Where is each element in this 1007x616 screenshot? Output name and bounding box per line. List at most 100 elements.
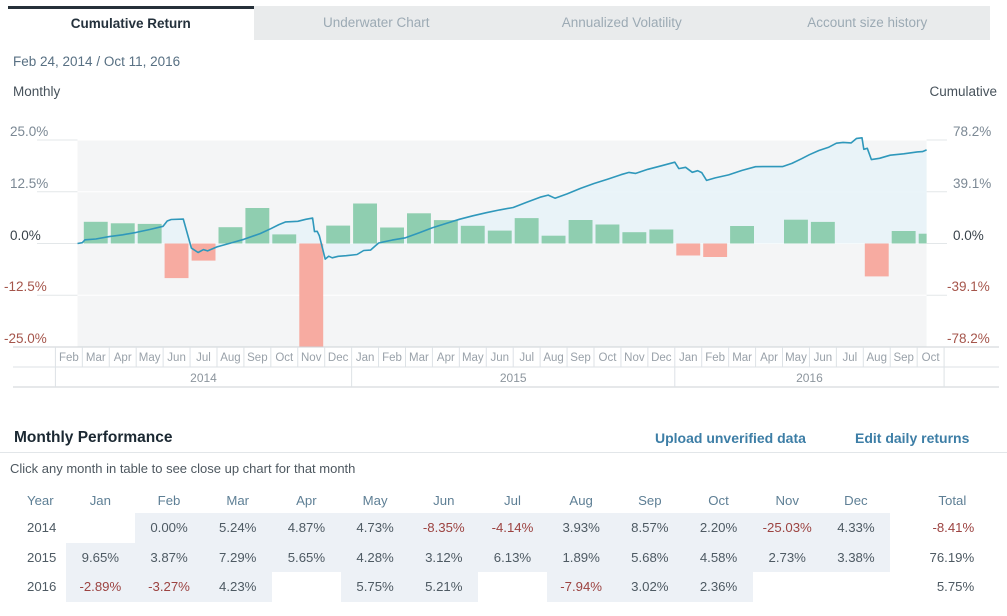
column-header-apr: Apr	[296, 492, 317, 508]
x-axis-month-label: Mar	[732, 352, 752, 364]
table-row-2016: 2016 -2.89% -3.27% 4.23% 5.75% 5.21% -7.94% 3.0…	[14, 572, 978, 602]
tab-bar: Cumulative Return Underwater Chart Annuali…	[8, 6, 990, 40]
x-axis-month-label: Aug	[543, 352, 564, 364]
x-axis-month-label: Feb	[382, 352, 402, 364]
month-cell	[272, 572, 341, 602]
column-header-feb: Feb	[157, 492, 181, 508]
x-axis-month-label: Aug	[866, 352, 887, 364]
x-axis-month-label: May	[138, 352, 161, 364]
month-cell[interactable]: 8.57%	[615, 513, 685, 543]
returns-chart[interactable]: Feb Mar Apr May Jun Jul Aug Sep Oct Nov Dec Jan Feb M…	[0, 120, 1007, 395]
left-axis-tick: -25.0%	[4, 331, 47, 346]
right-axis-tick: 0.0%	[953, 227, 984, 243]
month-cell[interactable]: 1.89%	[546, 542, 616, 572]
month-cell[interactable]: 2.36%	[684, 572, 753, 602]
month-cell[interactable]: 3.38%	[821, 542, 891, 572]
month-cell[interactable]: 5.68%	[615, 542, 685, 572]
column-header-sep: Sep	[638, 492, 662, 508]
total-cell: 76.19%	[929, 549, 975, 565]
month-cell[interactable]: 4.87%	[272, 513, 341, 543]
month-cell[interactable]: 0.00%	[134, 513, 204, 543]
column-header-jan: Jan	[89, 492, 111, 508]
column-header-jun: Jun	[433, 492, 455, 508]
month-cell[interactable]: -25.03%	[752, 513, 822, 543]
table-hint: Click any month in table to see close up…	[10, 461, 356, 476]
month-cell[interactable]: -7.94%	[546, 572, 616, 602]
x-axis-month-label: Jun	[813, 352, 833, 364]
total-cell: 5.75%	[936, 579, 975, 595]
x-axis-month-label: Apr	[436, 352, 455, 364]
x-axis-month-label: Sep	[893, 352, 914, 364]
column-header-may: May	[362, 492, 388, 508]
column-header-jul: Jul	[504, 492, 521, 508]
month-cell[interactable]: 9.65%	[66, 542, 135, 572]
x-axis-month-label: Sep	[247, 352, 268, 364]
x-axis-month-label: Sep	[570, 352, 591, 364]
column-header-nov: Nov	[775, 492, 799, 508]
month-cell[interactable]: -2.89%	[66, 572, 135, 602]
column-header-aug: Aug	[569, 492, 593, 508]
month-cell[interactable]: 4.73%	[340, 513, 410, 543]
month-cell[interactable]: 6.13%	[478, 542, 547, 572]
column-header-oct: Oct	[708, 492, 729, 508]
month-cell[interactable]: -3.27%	[134, 572, 204, 602]
tab-cumulative-return[interactable]: Cumulative Return	[8, 6, 254, 40]
tab-underwater-chart[interactable]: Underwater Chart	[322, 15, 430, 30]
total-cell: -8.41%	[932, 520, 975, 536]
right-axis-tick: -39.1%	[947, 279, 990, 295]
monthly-performance-table: Year Jan Feb Mar Apr May Jun Jul Aug Sep Oct Nov Dec…	[14, 487, 978, 602]
x-axis-month-label: Jul	[842, 352, 858, 364]
month-cell[interactable]: 2.20%	[684, 513, 753, 543]
x-axis-month-label: Oct	[275, 352, 294, 364]
month-cell[interactable]: 4.23%	[203, 572, 273, 602]
x-axis-year-label: 2015	[499, 371, 527, 385]
x-axis-month-label: May	[785, 352, 807, 364]
right-axis-tick: 78.2%	[953, 124, 992, 139]
edit-daily-returns-link[interactable]: Edit daily returns	[855, 430, 970, 446]
tab-account-size-history[interactable]: Account size history	[807, 15, 928, 30]
month-cell	[822, 572, 891, 602]
month-cell[interactable]: 7.29%	[203, 542, 273, 572]
x-axis-month-label: Oct	[921, 352, 940, 364]
x-axis-month-label: Feb	[705, 352, 726, 364]
month-cell[interactable]: -8.35%	[409, 513, 479, 543]
year-cell: 2014	[27, 520, 57, 536]
x-axis-month-label: Feb	[58, 352, 79, 364]
month-cell[interactable]: 3.12%	[409, 542, 479, 572]
month-cell[interactable]: 5.75%	[340, 572, 410, 602]
month-cell	[753, 572, 822, 602]
month-cell[interactable]: 4.58%	[684, 542, 753, 572]
left-axis-tick: 0.0%	[10, 227, 41, 243]
x-axis-month-label: Aug	[220, 352, 241, 364]
column-header-dec: Dec	[844, 492, 868, 508]
right-axis-title: Cumulative	[929, 84, 997, 99]
chart-canvas	[13, 137, 999, 388]
month-cell	[478, 572, 547, 602]
right-axis-tick: 39.1%	[953, 175, 992, 191]
month-cell[interactable]: -4.14%	[478, 513, 547, 543]
right-axis-tick: -78.2%	[947, 331, 990, 346]
x-axis-month-label: Jul	[196, 352, 211, 364]
month-cell[interactable]: 3.93%	[546, 513, 616, 543]
left-axis-tick: -12.5%	[4, 279, 47, 295]
month-cell[interactable]: 4.28%	[340, 542, 410, 572]
column-header-mar: Mar	[226, 492, 250, 508]
month-cell[interactable]: 5.24%	[203, 513, 273, 543]
month-cell[interactable]: 3.02%	[615, 572, 685, 602]
column-header-total: Total	[938, 492, 967, 508]
table-title: Monthly Performance	[14, 429, 173, 446]
table-row-2014: 2014 0.00% 5.24% 4.87% 4.73% -8.35% -4.14% 3.93…	[14, 513, 978, 543]
upload-unverified-data-link[interactable]: Upload unverified data	[655, 430, 806, 446]
month-cell[interactable]: 5.65%	[272, 542, 341, 572]
month-cell	[66, 513, 135, 543]
month-cell[interactable]: 2.73%	[752, 542, 822, 572]
x-axis-month-label: Jun	[167, 352, 186, 364]
month-cell[interactable]: 3.87%	[134, 542, 204, 572]
tab-annualized-volatility[interactable]: Annualized Volatility	[561, 15, 682, 30]
x-axis-month-label: Jul	[519, 352, 535, 364]
x-axis-month-label: Mar	[85, 352, 106, 364]
month-cell[interactable]: 5.21%	[409, 572, 479, 602]
x-axis-month-label: Dec	[651, 352, 672, 364]
month-cell[interactable]: 4.33%	[821, 513, 891, 543]
